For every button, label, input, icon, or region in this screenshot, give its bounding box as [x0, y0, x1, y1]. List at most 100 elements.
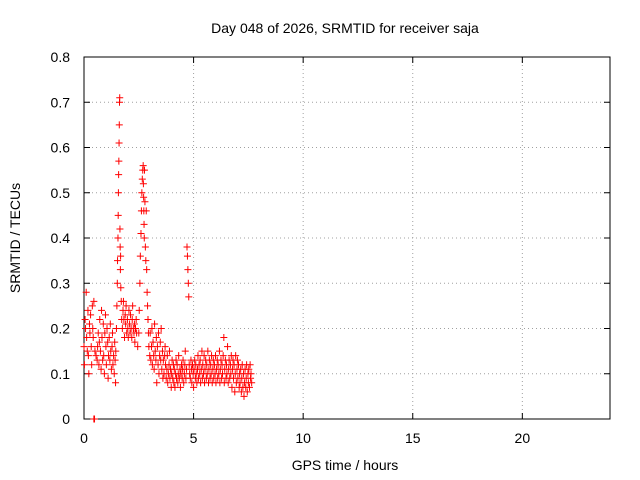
x-tick-label: 5: [190, 430, 198, 446]
data-point: [132, 325, 140, 332]
data-point: [81, 315, 89, 323]
data-point: [139, 180, 147, 188]
data-point: [198, 347, 206, 355]
data-point: [86, 329, 94, 337]
data-point: [237, 388, 245, 396]
data-point: [110, 370, 118, 378]
data-point: [108, 329, 116, 337]
data-point: [228, 383, 236, 391]
data-point: [158, 347, 166, 355]
data-point: [96, 315, 104, 323]
data-point: [122, 302, 130, 310]
y-tick-label: 0.3: [51, 275, 71, 291]
data-point: [111, 338, 119, 346]
x-tick-label: 15: [405, 430, 421, 446]
data-point: [161, 343, 169, 351]
data-point: [138, 175, 146, 183]
data-point: [115, 171, 123, 179]
data-point: [116, 243, 124, 251]
chart-title: Day 048 of 2026, SRMTID for receiver saj…: [211, 20, 479, 36]
x-axis-label: GPS time / hours: [292, 457, 399, 473]
data-point: [146, 329, 154, 337]
data-point: [134, 343, 142, 351]
data-point: [138, 189, 146, 197]
data-point: [98, 306, 106, 314]
data-point: [112, 347, 120, 355]
data-point: [115, 139, 123, 147]
data-point: [179, 356, 187, 364]
data-point: [135, 306, 143, 314]
data-point: [116, 94, 124, 102]
data-points: [80, 94, 256, 423]
data-point: [104, 374, 112, 382]
data-point: [139, 162, 147, 170]
data-point: [248, 379, 256, 387]
data-point: [181, 347, 189, 355]
y-tick-label: 0.2: [51, 321, 71, 337]
data-point: [152, 334, 160, 342]
data-point: [104, 338, 112, 346]
data-point: [112, 325, 120, 332]
data-point: [83, 334, 91, 342]
data-point: [80, 361, 88, 369]
data-point: [243, 388, 251, 396]
data-point: [101, 311, 109, 319]
data-point: [102, 361, 110, 369]
data-point: [119, 297, 127, 305]
plot-frame: [83, 56, 611, 420]
data-point: [111, 356, 119, 364]
data-point: [89, 325, 97, 332]
data-point: [136, 252, 144, 260]
data-point: [144, 302, 152, 310]
data-point: [165, 347, 173, 355]
data-point: [116, 266, 124, 274]
data-point: [151, 347, 159, 355]
data-point: [247, 370, 255, 378]
data-point: [85, 370, 93, 378]
data-point: [143, 266, 151, 274]
data-point: [128, 334, 136, 342]
data-point: [140, 193, 148, 201]
y-tick-label: 0.7: [51, 94, 71, 110]
data-point: [95, 361, 103, 369]
data-point: [85, 320, 93, 328]
data-point: [194, 352, 202, 360]
data-point: [141, 198, 149, 206]
data-point: [84, 352, 92, 360]
y-tick-label: 0.5: [51, 185, 71, 201]
data-point: [129, 302, 137, 310]
data-point: [215, 347, 223, 355]
data-point: [97, 365, 105, 373]
x-tick-label: 10: [295, 430, 311, 446]
y-tick-label: 0.8: [51, 49, 71, 65]
data-point: [157, 325, 165, 332]
data-point: [91, 415, 99, 423]
data-point: [126, 311, 134, 319]
data-point: [117, 284, 125, 292]
x-tick-label: 0: [80, 430, 88, 446]
data-point: [102, 343, 110, 351]
data-point: [240, 392, 248, 400]
data-point: [131, 338, 139, 346]
x-tick-label: 20: [515, 430, 531, 446]
data-point: [110, 352, 118, 360]
data-point: [154, 361, 162, 369]
data-point: [114, 257, 122, 265]
data-point: [92, 352, 100, 360]
data-point: [89, 334, 97, 342]
data-point: [95, 338, 103, 346]
data-point: [174, 379, 182, 387]
data-point: [142, 207, 150, 215]
data-point: [103, 325, 111, 332]
data-point: [140, 234, 148, 242]
data-point: [135, 329, 143, 337]
data-point: [106, 320, 114, 328]
data-point: [137, 229, 145, 237]
data-point: [180, 379, 188, 387]
data-point: [150, 365, 158, 373]
data-point: [113, 279, 121, 287]
data-point: [140, 220, 148, 228]
data-point: [233, 356, 241, 364]
data-point: [88, 361, 96, 369]
data-point: [88, 302, 96, 310]
